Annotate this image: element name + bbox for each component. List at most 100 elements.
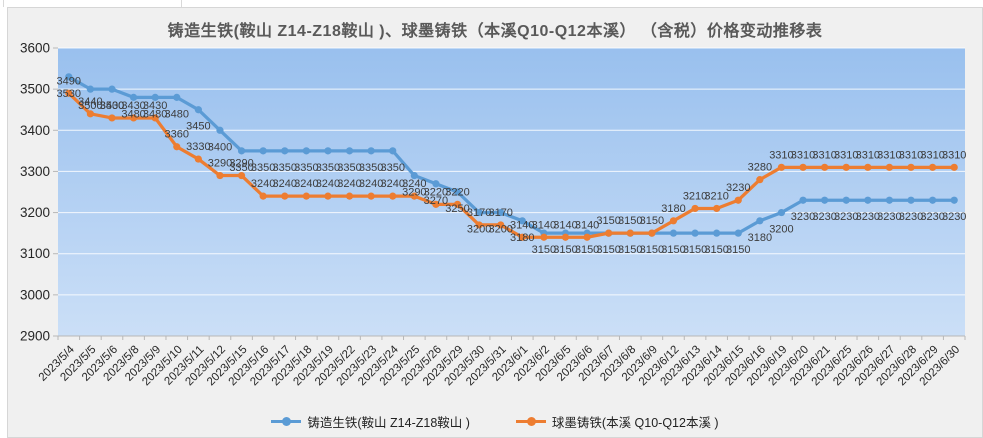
- plot-area: [58, 48, 965, 336]
- svg-text:3480: 3480: [143, 108, 167, 120]
- svg-text:3150: 3150: [640, 215, 664, 227]
- chart-title: 铸造生铁(鞍山 Z14-Z18鞍山 )、球墨铸铁（本溪Q10-Q12本溪） （含…: [167, 23, 823, 40]
- svg-text:3230: 3230: [877, 211, 901, 223]
- svg-text:3230: 3230: [726, 182, 750, 194]
- svg-text:3240: 3240: [337, 178, 361, 190]
- svg-text:3150: 3150: [596, 244, 620, 256]
- svg-text:3180: 3180: [661, 203, 685, 215]
- legend-label-1: 球墨铸铁(本溪 Q10-Q12本溪 ): [551, 416, 719, 430]
- svg-text:3150: 3150: [596, 215, 620, 227]
- svg-text:3440: 3440: [78, 96, 102, 108]
- svg-text:3270: 3270: [424, 195, 448, 207]
- svg-text:3350: 3350: [380, 162, 404, 174]
- legend-marker-0: [271, 417, 302, 426]
- svg-text:3140: 3140: [510, 219, 534, 231]
- svg-text:3310: 3310: [834, 149, 858, 161]
- svg-text:3350: 3350: [273, 162, 297, 174]
- svg-text:3430: 3430: [100, 100, 124, 112]
- svg-text:2900: 2900: [20, 329, 50, 344]
- svg-text:3220: 3220: [424, 186, 448, 198]
- svg-text:3310: 3310: [942, 149, 966, 161]
- legend-item-1[interactable]: 球墨铸铁(本溪 Q10-Q12本溪 ): [515, 412, 719, 431]
- svg-text:3220: 3220: [445, 186, 469, 198]
- svg-text:3310: 3310: [769, 149, 793, 161]
- svg-text:3140: 3140: [575, 219, 599, 231]
- svg-text:3290: 3290: [229, 158, 253, 170]
- svg-text:3330: 3330: [186, 141, 210, 153]
- svg-text:3310: 3310: [920, 149, 944, 161]
- svg-text:3210: 3210: [683, 190, 707, 202]
- series-1-data-labels: 3490344034303430343033603330329032903240…: [57, 75, 967, 231]
- series-1-line[interactable]: [65, 89, 958, 241]
- y-axis-labels: 2900 3000 3100 3200 3300 3400 3500 3600: [20, 41, 50, 344]
- svg-text:3230: 3230: [942, 211, 966, 223]
- svg-text:3360: 3360: [165, 129, 189, 141]
- svg-text:3310: 3310: [899, 149, 923, 161]
- svg-text:3600: 3600: [20, 41, 50, 56]
- series-0-data-labels: 3530350035003480348034803450340033503350…: [57, 88, 967, 256]
- svg-text:3310: 3310: [791, 149, 815, 161]
- svg-text:3200: 3200: [20, 205, 50, 220]
- svg-text:3210: 3210: [704, 190, 728, 202]
- svg-text:3490: 3490: [57, 75, 81, 87]
- svg-text:3150: 3150: [640, 244, 664, 256]
- svg-text:3430: 3430: [121, 100, 145, 112]
- svg-text:3240: 3240: [359, 178, 383, 190]
- svg-text:3450: 3450: [186, 121, 210, 133]
- svg-text:3400: 3400: [208, 141, 232, 153]
- svg-text:3430: 3430: [143, 100, 167, 112]
- svg-text:3230: 3230: [920, 211, 944, 223]
- svg-text:3200: 3200: [769, 224, 793, 236]
- svg-text:3240: 3240: [316, 178, 340, 190]
- svg-text:3350: 3350: [251, 162, 275, 174]
- svg-text:3000: 3000: [20, 287, 50, 302]
- svg-text:3480: 3480: [121, 108, 145, 120]
- svg-text:3300: 3300: [20, 164, 50, 179]
- svg-text:3230: 3230: [791, 211, 815, 223]
- svg-text:3150: 3150: [532, 244, 556, 256]
- svg-text:3230: 3230: [834, 211, 858, 223]
- svg-text:3350: 3350: [229, 162, 253, 174]
- svg-text:3150: 3150: [553, 244, 577, 256]
- svg-text:3170: 3170: [467, 207, 491, 219]
- svg-text:3530: 3530: [57, 88, 81, 100]
- svg-text:3290: 3290: [208, 158, 232, 170]
- svg-text:3350: 3350: [337, 162, 361, 174]
- svg-text:3230: 3230: [812, 211, 836, 223]
- legend-label-0: 铸造生铁(鞍山 Z14-Z18鞍山 ): [307, 416, 470, 430]
- svg-text:3500: 3500: [20, 82, 50, 97]
- legend-item-0[interactable]: 铸造生铁(鞍山 Z14-Z18鞍山 ): [271, 412, 470, 431]
- svg-text:3310: 3310: [856, 149, 880, 161]
- x-axis-labels: 2023/5/42023/5/52023/5/62023/5/82023/5/9…: [37, 343, 963, 388]
- svg-text:3400: 3400: [20, 123, 50, 138]
- series-0-line[interactable]: [65, 73, 958, 237]
- svg-text:3230: 3230: [899, 211, 923, 223]
- svg-text:3150: 3150: [683, 244, 707, 256]
- svg-text:3150: 3150: [661, 244, 685, 256]
- svg-text:3350: 3350: [316, 162, 340, 174]
- svg-text:3500: 3500: [78, 100, 102, 112]
- svg-text:3240: 3240: [273, 178, 297, 190]
- svg-text:3170: 3170: [488, 207, 512, 219]
- svg-text:3180: 3180: [510, 232, 534, 244]
- svg-text:3150: 3150: [575, 244, 599, 256]
- svg-text:3150: 3150: [618, 244, 642, 256]
- svg-text:3180: 3180: [748, 232, 772, 244]
- spreadsheet-gridline: [181, 0, 182, 7]
- svg-text:3230: 3230: [856, 211, 880, 223]
- svg-text:3350: 3350: [294, 162, 318, 174]
- spreadsheet-gridline: [3, 0, 4, 7]
- svg-text:3240: 3240: [380, 178, 404, 190]
- svg-text:3140: 3140: [532, 219, 556, 231]
- svg-text:3240: 3240: [402, 178, 426, 190]
- svg-text:3280: 3280: [748, 162, 772, 174]
- svg-text:3500: 3500: [100, 100, 124, 112]
- svg-text:3250: 3250: [445, 203, 469, 215]
- svg-text:3350: 3350: [359, 162, 383, 174]
- svg-text:3310: 3310: [812, 149, 836, 161]
- svg-text:3140: 3140: [553, 219, 577, 231]
- svg-text:3290: 3290: [402, 187, 426, 199]
- svg-text:3240: 3240: [294, 178, 318, 190]
- svg-text:3150: 3150: [726, 244, 750, 256]
